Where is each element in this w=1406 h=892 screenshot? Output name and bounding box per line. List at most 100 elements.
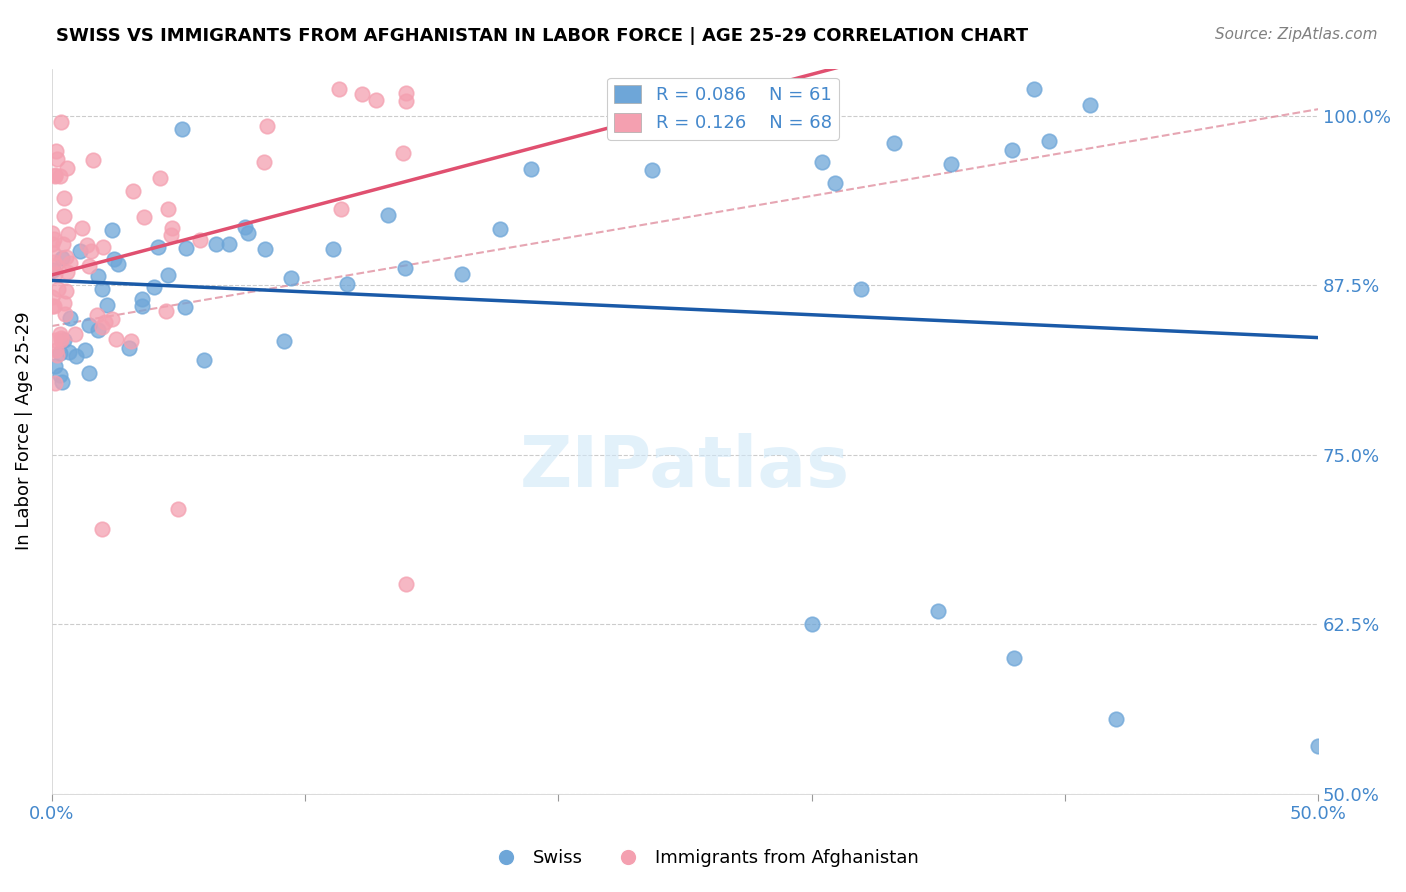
Point	[86, 309, 108, 323]
Point	[1308, 739, 1330, 754]
Point	[233, 220, 256, 235]
Point	[100, 312, 122, 326]
Point	[55, 284, 77, 298]
Point	[519, 162, 541, 177]
Point	[205, 237, 228, 252]
Point	[939, 157, 962, 171]
Point	[1000, 143, 1022, 157]
Point	[96, 298, 118, 312]
Point	[101, 223, 124, 237]
Point	[927, 604, 949, 618]
Point	[46, 152, 69, 166]
Point	[41, 236, 63, 251]
Point	[704, 118, 727, 132]
Point	[44, 232, 66, 246]
Point	[1078, 98, 1101, 112]
Point	[41, 226, 63, 240]
Point	[51, 375, 73, 389]
Point	[824, 176, 846, 190]
Point	[58, 227, 80, 242]
Point	[49, 327, 72, 342]
Point	[80, 244, 103, 258]
Point	[94, 315, 117, 329]
Point	[44, 376, 66, 390]
Point	[131, 293, 153, 307]
Point	[44, 359, 66, 373]
Legend: Swiss, Immigrants from Afghanistan: Swiss, Immigrants from Afghanistan	[481, 842, 925, 874]
Point	[253, 243, 276, 257]
Point	[395, 576, 418, 591]
Point	[41, 299, 63, 313]
Point	[45, 145, 67, 159]
Point	[256, 119, 278, 133]
Point	[155, 303, 177, 318]
Point	[45, 348, 67, 362]
Point	[322, 242, 344, 256]
Point	[330, 202, 353, 217]
Point	[49, 368, 72, 382]
Point	[42, 246, 65, 260]
Point	[159, 228, 181, 243]
Point	[364, 93, 387, 107]
Point	[328, 82, 350, 96]
Point	[253, 154, 276, 169]
Point	[174, 241, 197, 255]
Text: ZIPatlas: ZIPatlas	[520, 433, 851, 502]
Point	[146, 240, 169, 254]
Point	[49, 333, 72, 347]
Point	[59, 310, 82, 325]
Point	[52, 236, 75, 251]
Point	[157, 268, 180, 282]
Point	[49, 331, 72, 345]
Y-axis label: In Labor Force | Age 25-29: In Labor Force | Age 25-29	[15, 312, 32, 550]
Point	[131, 299, 153, 313]
Point	[810, 155, 832, 169]
Point	[53, 295, 76, 310]
Point	[79, 318, 101, 332]
Point	[44, 168, 66, 182]
Point	[56, 161, 79, 175]
Point	[87, 269, 110, 284]
Point	[218, 237, 240, 252]
Point	[352, 87, 374, 102]
Legend: R = 0.086    N = 61, R = 0.126    N = 68: R = 0.086 N = 61, R = 0.126 N = 68	[607, 78, 839, 140]
Point	[45, 343, 67, 357]
Point	[107, 256, 129, 270]
Point	[120, 334, 142, 348]
Point	[41, 289, 63, 303]
Point	[90, 320, 112, 334]
Point	[59, 256, 82, 270]
Point	[87, 322, 110, 336]
Point	[188, 233, 211, 247]
Point	[392, 146, 415, 161]
Point	[1024, 82, 1046, 96]
Point	[49, 169, 72, 183]
Point	[451, 268, 474, 282]
Point	[55, 250, 77, 264]
Point	[394, 260, 416, 275]
Point	[63, 327, 86, 342]
Point	[82, 153, 104, 167]
Point	[1002, 651, 1025, 665]
Point	[1038, 134, 1060, 148]
Point	[53, 191, 76, 205]
Point	[44, 254, 66, 268]
Point	[273, 334, 295, 348]
Point	[70, 221, 93, 235]
Point	[44, 267, 66, 281]
Point	[149, 170, 172, 185]
Point	[118, 341, 141, 355]
Point	[238, 227, 260, 241]
Point	[51, 115, 73, 129]
Point	[172, 121, 194, 136]
Point	[42, 299, 65, 313]
Point	[58, 345, 80, 359]
Point	[1104, 712, 1126, 726]
Point	[193, 352, 215, 367]
Point	[156, 202, 179, 216]
Point	[122, 184, 145, 198]
Text: SWISS VS IMMIGRANTS FROM AFGHANISTAN IN LABOR FORCE | AGE 25-29 CORRELATION CHAR: SWISS VS IMMIGRANTS FROM AFGHANISTAN IN …	[56, 27, 1028, 45]
Point	[132, 210, 155, 224]
Point	[395, 95, 418, 109]
Point	[641, 163, 664, 178]
